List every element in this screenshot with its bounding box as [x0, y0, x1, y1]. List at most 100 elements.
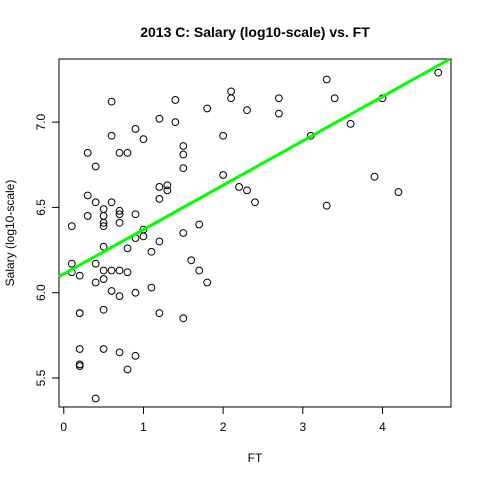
x-tick-label: 1	[140, 420, 147, 434]
fit-line-group	[58, 57, 451, 278]
data-point	[115, 210, 124, 219]
data-point	[75, 271, 84, 280]
chart-title: 2013 C: Salary (log10-scale) vs. FT	[140, 24, 370, 40]
y-tick-label: 7.0	[34, 113, 48, 130]
data-point	[99, 266, 108, 275]
data-point	[235, 183, 243, 191]
data-point	[195, 266, 204, 275]
data-point	[115, 206, 124, 215]
data-point	[203, 104, 212, 113]
regression-line	[58, 57, 451, 278]
data-point	[322, 75, 331, 84]
data-point	[155, 183, 164, 191]
data-point	[203, 278, 212, 287]
data-point	[99, 305, 108, 314]
data-point	[131, 351, 140, 360]
data-point	[139, 232, 148, 241]
data-point	[123, 268, 132, 277]
data-point	[131, 288, 140, 297]
data-point	[67, 222, 76, 231]
data-point	[131, 125, 140, 133]
data-point	[243, 186, 251, 195]
data-point	[67, 259, 76, 268]
data-point	[227, 87, 235, 96]
data-point	[179, 164, 188, 173]
data-point	[434, 68, 443, 77]
data-point	[370, 172, 379, 181]
data-point	[91, 259, 100, 268]
x-tick-label: 3	[299, 420, 306, 434]
data-point	[107, 287, 116, 295]
x-tick-label: 2	[220, 420, 227, 434]
data-point	[322, 201, 331, 210]
data-point	[115, 292, 124, 301]
data-point	[346, 119, 355, 128]
data-point	[99, 345, 108, 353]
data-point	[123, 365, 132, 374]
data-point	[107, 198, 116, 207]
data-point	[251, 198, 259, 207]
data-point	[179, 314, 188, 323]
data-point	[107, 131, 116, 140]
y-tick-label: 5.5	[34, 369, 48, 386]
data-point	[115, 218, 124, 227]
data-point	[330, 94, 339, 103]
data-point	[99, 212, 108, 220]
data-points	[67, 68, 443, 403]
data-point	[195, 220, 204, 229]
data-point	[91, 162, 100, 171]
data-point	[227, 94, 235, 103]
data-point	[75, 362, 84, 370]
x-tick-label: 4	[379, 420, 386, 434]
data-point	[99, 205, 108, 214]
plot-frame	[58, 58, 452, 408]
y-tick-label: 6.5	[34, 199, 48, 216]
data-point	[75, 309, 84, 318]
data-point	[394, 188, 403, 196]
data-point	[147, 247, 156, 256]
data-point	[163, 181, 172, 190]
data-point	[155, 309, 164, 318]
data-point	[83, 212, 92, 220]
data-point	[83, 191, 92, 200]
data-point	[219, 171, 228, 179]
data-point	[75, 345, 84, 353]
y-axis: 5.5 6.0 6.5 7.0	[34, 113, 59, 386]
data-point	[91, 198, 100, 207]
y-axis-label: Salary (log10-scale)	[3, 180, 17, 287]
data-point	[91, 278, 100, 287]
data-point	[155, 114, 164, 123]
data-point	[99, 218, 108, 227]
x-axis: 0 1 2 3 4	[60, 407, 386, 434]
data-point	[123, 244, 132, 253]
data-point	[99, 222, 108, 231]
data-point	[115, 348, 124, 357]
data-point	[99, 242, 108, 251]
data-point	[139, 135, 148, 144]
data-point	[115, 148, 124, 157]
data-point	[147, 283, 156, 292]
data-point	[91, 394, 100, 403]
data-point	[219, 131, 228, 140]
data-point	[99, 275, 108, 283]
x-axis-label: FT	[248, 451, 263, 465]
data-point	[179, 150, 188, 159]
data-point	[179, 229, 188, 237]
data-point	[155, 194, 164, 203]
y-tick-label: 6.0	[34, 284, 48, 301]
data-point	[107, 266, 116, 275]
data-point	[123, 148, 132, 157]
data-point	[243, 106, 251, 115]
data-point	[275, 94, 283, 103]
data-point	[171, 96, 180, 104]
data-point	[163, 186, 172, 195]
data-point	[187, 256, 196, 265]
data-point	[171, 118, 180, 127]
data-point	[131, 210, 140, 219]
data-point	[275, 109, 283, 118]
x-tick-label: 0	[60, 420, 67, 434]
data-point	[155, 237, 164, 246]
data-point	[115, 266, 124, 275]
data-point	[179, 142, 188, 150]
